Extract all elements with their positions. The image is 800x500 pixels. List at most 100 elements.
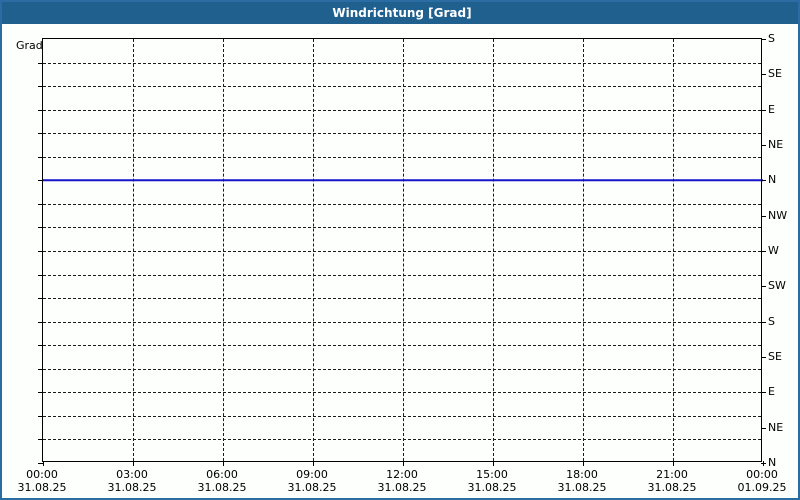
x-axis-tick xyxy=(583,461,584,466)
y-axis-tick-right xyxy=(761,251,766,252)
y-axis-tick-left xyxy=(38,156,43,158)
y-axis-tick-left xyxy=(38,368,43,370)
y-axis-tick-right xyxy=(761,180,766,182)
y-axis-label-right: SE xyxy=(768,350,782,363)
gridline-horizontal xyxy=(43,133,761,135)
y-axis-tick-left xyxy=(38,439,43,441)
y-axis-unit-label: Grad xyxy=(16,39,43,52)
x-axis-label: 00:00 01.09.25 xyxy=(717,468,798,494)
y-axis-tick-left xyxy=(38,345,43,347)
gridline-horizontal xyxy=(43,415,761,417)
y-axis-tick-right xyxy=(761,109,766,111)
x-axis-tick xyxy=(223,461,224,466)
x-axis-label-date: 31.08.25 xyxy=(107,481,157,494)
y-axis-label-right: N xyxy=(768,456,777,469)
gridline-vertical xyxy=(583,39,584,461)
y-axis-tick-left xyxy=(38,109,43,111)
x-axis-label-time: 03:00 xyxy=(116,468,148,481)
gridline-horizontal xyxy=(43,368,761,370)
y-axis-tick-right xyxy=(761,145,766,146)
x-axis-tick xyxy=(403,461,404,466)
gridline-horizontal xyxy=(43,203,761,205)
y-axis-tick-left xyxy=(38,321,43,323)
gridline-horizontal xyxy=(43,109,761,111)
x-axis-tick xyxy=(763,461,764,466)
y-axis-tick-left xyxy=(38,62,43,64)
y-axis-tick-left xyxy=(38,298,43,300)
x-axis-label: 21:00 31.08.25 xyxy=(627,468,717,494)
plot-area xyxy=(38,38,766,466)
gridline-horizontal xyxy=(43,321,761,323)
x-axis-label-time: 15:00 xyxy=(476,468,508,481)
gridline-horizontal xyxy=(43,298,761,300)
x-axis-label-time: 00:00 xyxy=(746,468,778,481)
y-axis-label-right: S xyxy=(768,314,775,328)
y-axis-tick-left xyxy=(38,180,43,182)
gridline-horizontal xyxy=(43,156,761,158)
y-axis-tick-left xyxy=(38,415,43,417)
x-axis-label-date: 31.08.25 xyxy=(557,481,607,494)
y-axis-label-right: SW xyxy=(768,279,786,293)
x-axis-label-time: 00:00 xyxy=(26,468,58,481)
x-axis-label-time: 12:00 xyxy=(386,468,418,481)
x-axis-label: 12:00 31.08.25 xyxy=(357,468,447,494)
gridline-horizontal xyxy=(43,86,761,88)
gridline-vertical xyxy=(493,39,494,461)
gridline-vertical xyxy=(223,39,224,461)
y-axis-label-right: SE xyxy=(768,67,782,81)
x-axis-tick xyxy=(43,461,44,466)
gridline-horizontal xyxy=(43,392,761,394)
x-axis-label-time: 21:00 xyxy=(656,468,688,481)
y-axis-tick-left xyxy=(38,133,43,135)
x-axis-tick xyxy=(493,461,494,466)
y-axis-label-right: NW xyxy=(768,208,788,222)
y-axis-tick-right xyxy=(761,286,766,288)
x-axis-label-date: 31.08.25 xyxy=(647,481,697,494)
y-axis-tick-right xyxy=(761,392,766,394)
y-axis-tick-left xyxy=(38,251,43,252)
y-axis-tick-right xyxy=(761,215,766,217)
x-axis-label-time: 18:00 xyxy=(566,468,598,481)
x-axis-label-date: 31.08.25 xyxy=(377,481,427,494)
x-axis-label: 00:00 31.08.25 xyxy=(2,468,87,494)
x-axis-label: 06:00 31.08.25 xyxy=(177,468,267,494)
gridline-horizontal xyxy=(43,439,761,441)
y-axis-label-right: NE xyxy=(768,138,784,151)
x-axis-tick xyxy=(673,461,674,466)
x-axis-label-time: 09:00 xyxy=(296,468,328,481)
x-axis-tick xyxy=(313,461,314,466)
y-axis-label-right: E xyxy=(768,385,775,399)
y-axis-tick-right xyxy=(761,321,766,323)
gridline-vertical xyxy=(133,39,134,461)
series-windrichtung xyxy=(43,179,763,182)
x-axis-tick xyxy=(133,461,134,466)
page-title: Windrichtung [Grad] xyxy=(332,6,472,20)
y-axis-label-right: W xyxy=(768,244,779,257)
gridline-vertical xyxy=(313,39,314,461)
y-axis-label-right: S xyxy=(768,32,775,45)
gridline-vertical xyxy=(403,39,404,461)
x-axis-label-date: 31.08.25 xyxy=(467,481,517,494)
x-axis-label-time: 06:00 xyxy=(206,468,238,481)
x-axis-label-date: 31.08.25 xyxy=(287,481,337,494)
x-axis-label: 18:00 31.08.25 xyxy=(537,468,627,494)
y-axis-tick-left xyxy=(38,86,43,88)
y-axis-tick-right xyxy=(761,39,766,40)
y-axis-label-right: N xyxy=(768,173,777,187)
gridline-vertical xyxy=(673,39,674,461)
gridline-horizontal xyxy=(43,62,761,64)
x-axis-label-date: 31.08.25 xyxy=(197,481,247,494)
y-axis-tick-left xyxy=(38,274,43,276)
x-axis-label: 15:00 31.08.25 xyxy=(447,468,537,494)
x-axis-label: 03:00 31.08.25 xyxy=(87,468,177,494)
y-axis-tick-right xyxy=(761,357,766,358)
gridline-horizontal xyxy=(43,274,761,276)
x-axis-label: 09:00 31.08.25 xyxy=(267,468,357,494)
x-axis-label-date: 01.09.25 xyxy=(737,481,787,494)
y-axis-tick-left xyxy=(38,227,43,229)
y-axis-tick-left xyxy=(38,463,43,464)
y-axis-tick-right xyxy=(761,74,766,76)
y-axis-label-right: NE xyxy=(768,420,784,434)
gridline-horizontal xyxy=(43,345,761,347)
